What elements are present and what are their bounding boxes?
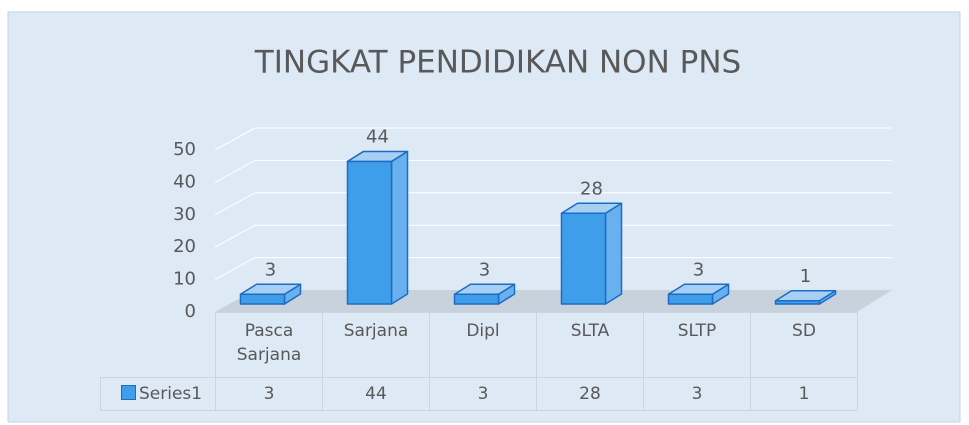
table-value: 1	[750, 377, 858, 411]
chart-title: TINGKAT PENDIDIKAN NON PNS	[254, 45, 741, 81]
category-cell: SLTP	[643, 312, 751, 378]
bar-front	[560, 212, 607, 305]
bar-front	[774, 300, 821, 305]
table-value: 3	[215, 377, 323, 411]
bar	[453, 283, 516, 305]
y-tick-label: 40	[173, 171, 196, 192]
data-label: 44	[366, 126, 389, 147]
category-cell: SLTA	[536, 312, 644, 378]
table-value: 28	[536, 377, 644, 411]
table-value: 3	[429, 377, 537, 411]
y-tick-label: 20	[173, 236, 196, 257]
data-label: 1	[800, 266, 811, 287]
category-cell: Sarjana	[322, 312, 430, 378]
y-tick-label: 30	[173, 204, 196, 225]
grid-line	[214, 127, 256, 151]
bar-side	[604, 202, 623, 305]
data-label: 28	[580, 178, 603, 199]
legend-key	[121, 385, 136, 400]
bar-front	[453, 293, 500, 305]
data-label: 3	[479, 259, 490, 280]
grid-line	[214, 159, 256, 183]
category-cell: Pasca Sarjana	[215, 312, 323, 378]
legend-label: Series1	[139, 384, 203, 404]
chart-area	[7, 11, 961, 423]
legend-cell: Series1	[100, 377, 216, 411]
category-cell: Dipl	[429, 312, 537, 378]
grid-line	[214, 257, 256, 281]
y-tick-label: 0	[185, 301, 196, 322]
data-label: 3	[693, 259, 704, 280]
category-cell: SD	[750, 312, 858, 378]
bar	[239, 283, 302, 305]
bar-front	[346, 160, 393, 305]
bar-front	[239, 293, 286, 305]
grid-line	[214, 192, 256, 216]
table-value: 44	[322, 377, 430, 411]
bar	[667, 283, 730, 305]
grid-line	[214, 224, 256, 248]
table-value: 3	[643, 377, 751, 411]
data-label: 3	[265, 259, 276, 280]
bar-side	[390, 150, 409, 305]
y-tick-label: 10	[173, 269, 196, 290]
bar	[560, 202, 623, 305]
bar-front	[667, 293, 714, 305]
bar	[774, 290, 837, 305]
y-tick-label: 50	[173, 139, 196, 160]
bar	[346, 150, 409, 305]
